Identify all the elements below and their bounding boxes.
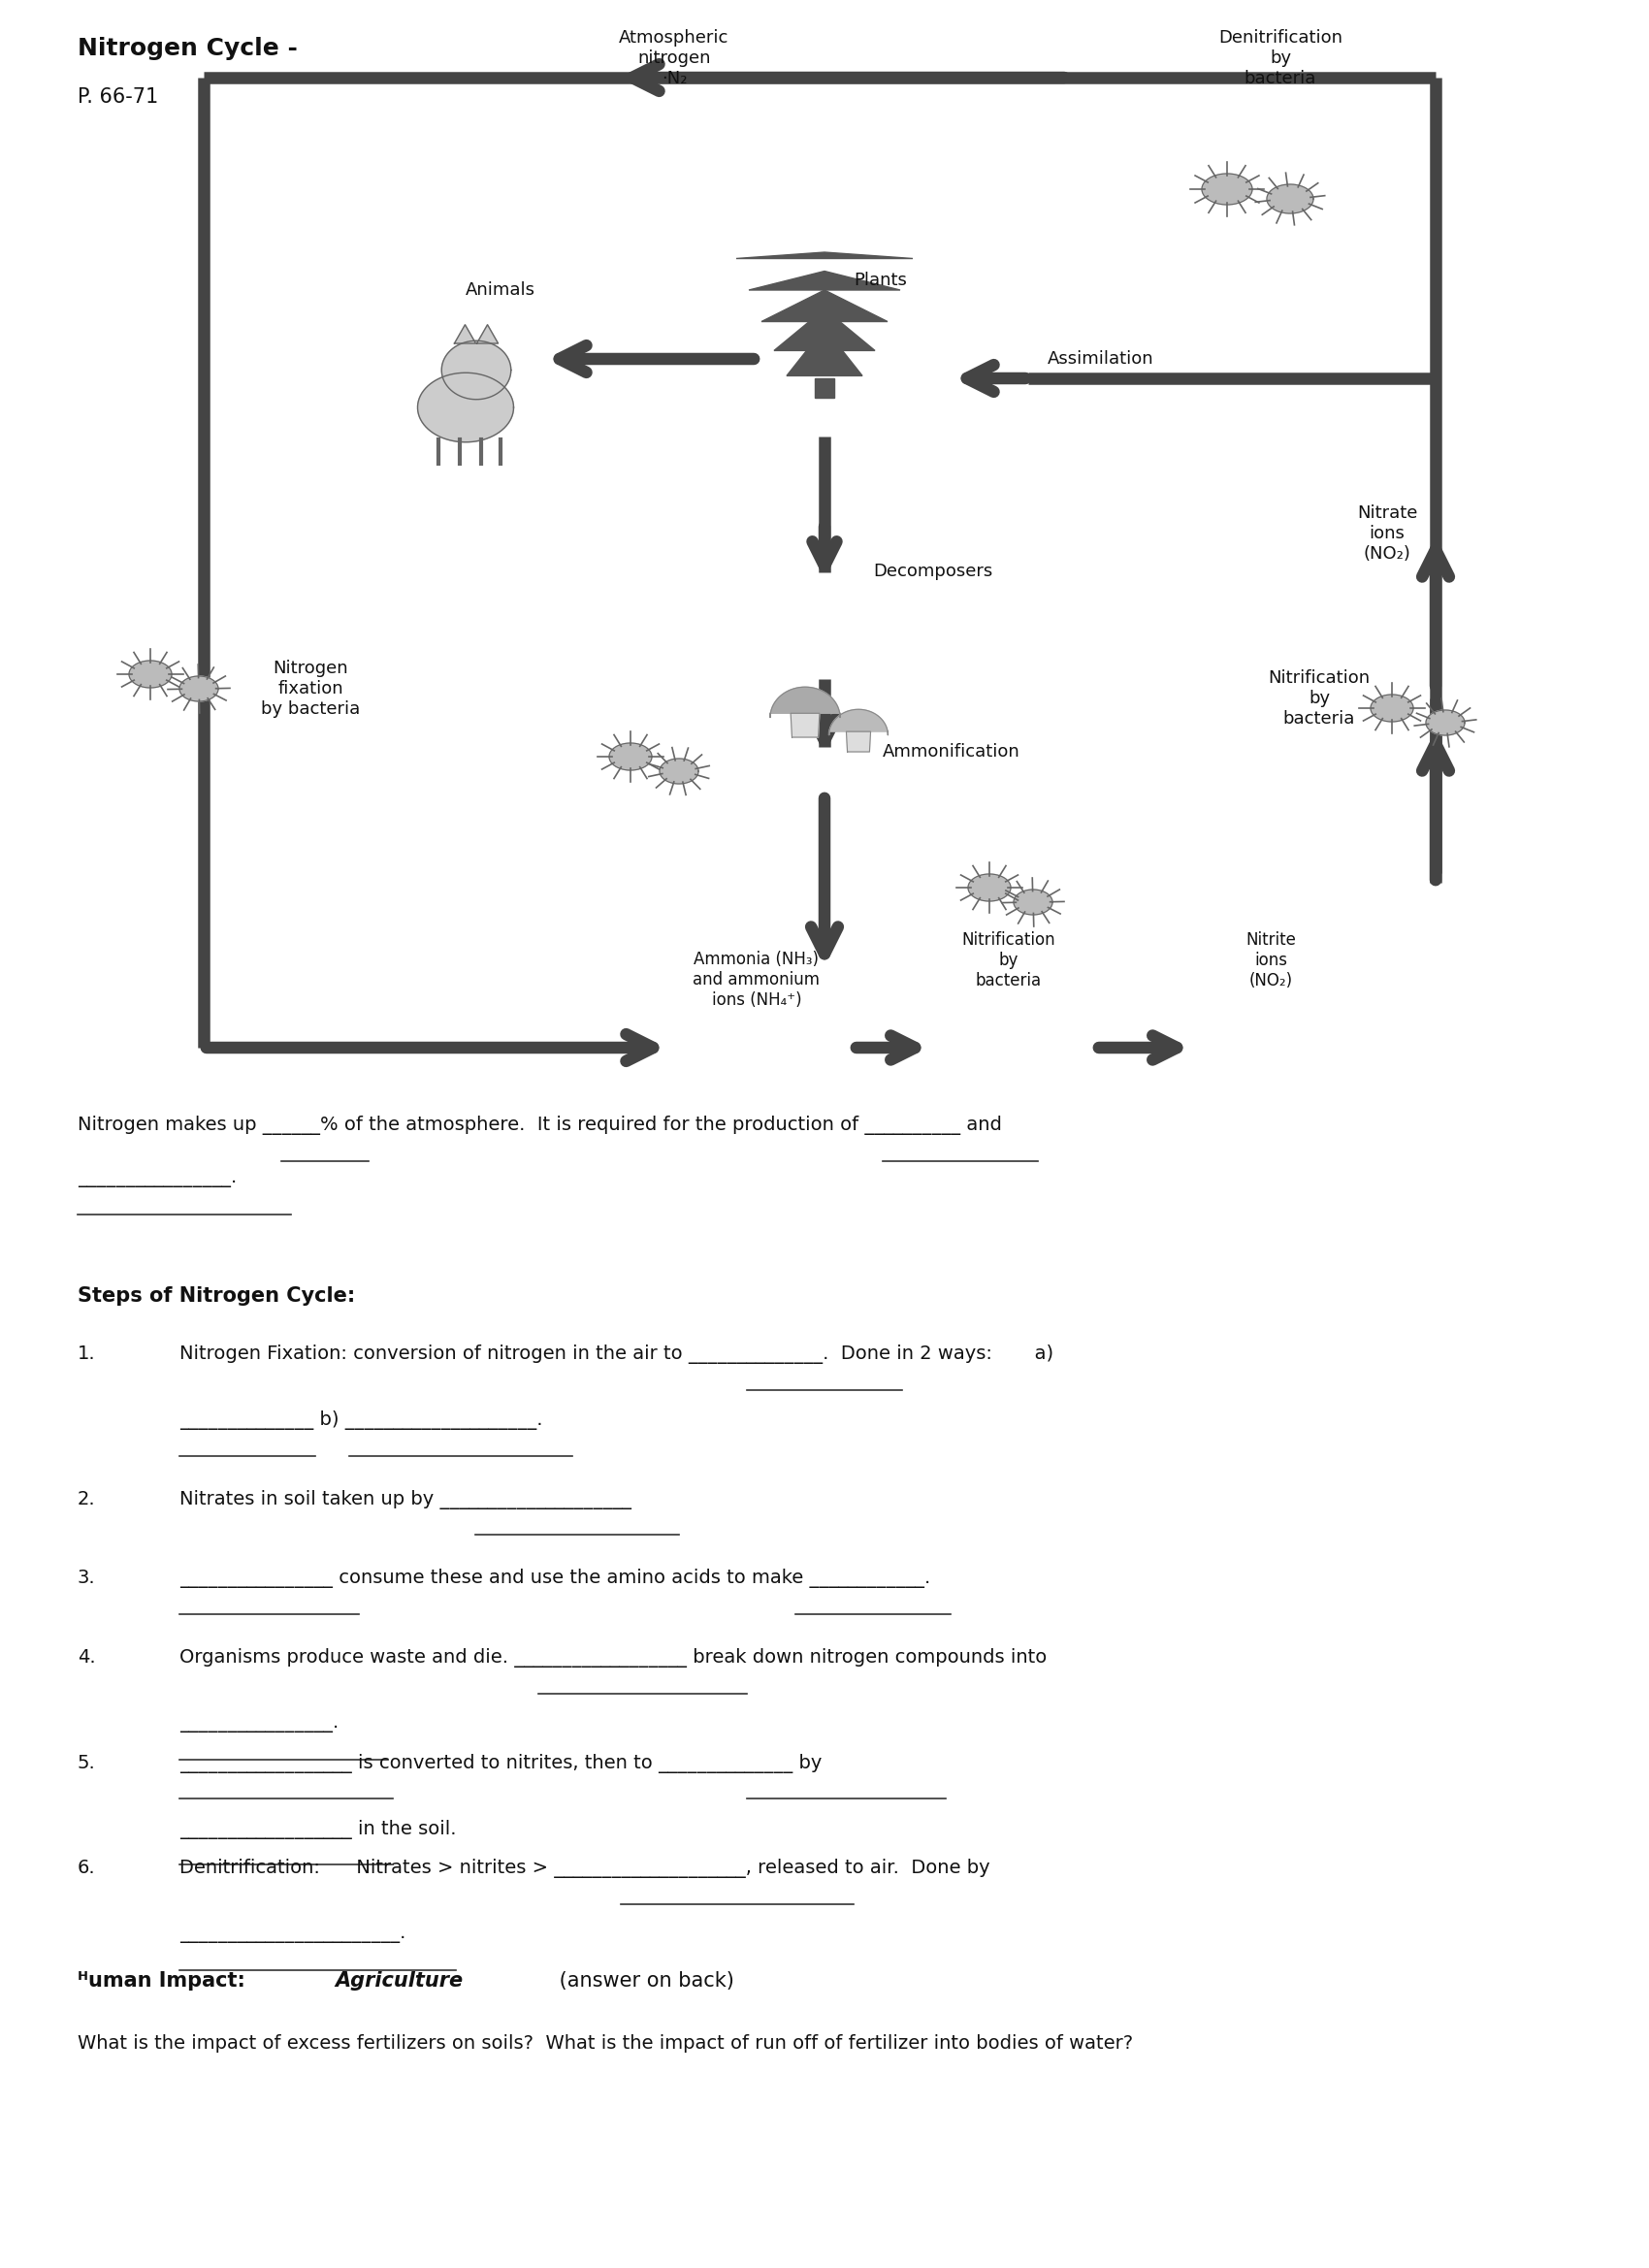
Text: Nitrification
by
bacteria: Nitrification by bacteria — [961, 932, 1055, 989]
Text: Nitrite
ions
(NO₂): Nitrite ions (NO₂) — [1245, 932, 1296, 989]
Text: Organisms produce waste and die. __________________ break down nitrogen compound: Organisms produce waste and die. _______… — [180, 1649, 1047, 1667]
Text: Atmospheric
nitrogen
·N₂: Atmospheric nitrogen ·N₂ — [618, 29, 729, 86]
Text: Nitrogen makes up ______% of the atmosphere.  It is required for the production : Nitrogen makes up ______% of the atmosph… — [78, 1116, 1003, 1134]
Text: Assimilation: Assimilation — [1047, 349, 1154, 367]
Polygon shape — [660, 758, 699, 785]
Text: (answer on back): (answer on back) — [552, 1971, 734, 1991]
Polygon shape — [968, 873, 1011, 900]
Polygon shape — [815, 379, 834, 397]
Polygon shape — [608, 744, 651, 771]
Polygon shape — [1202, 175, 1252, 204]
Polygon shape — [1266, 184, 1313, 213]
Polygon shape — [770, 687, 839, 717]
Polygon shape — [1370, 694, 1413, 721]
Text: Agriculture: Agriculture — [335, 1971, 463, 1991]
Text: Ammonia (NH₃)
and ammonium
ions (NH₄⁺): Ammonia (NH₃) and ammonium ions (NH₄⁺) — [693, 950, 820, 1009]
Text: Nitrogen Fixation: conversion of nitrogen in the air to ______________.  Done in: Nitrogen Fixation: conversion of nitroge… — [180, 1345, 1054, 1363]
Polygon shape — [787, 329, 862, 376]
Text: Nitrates in soil taken up by ____________________: Nitrates in soil taken up by ___________… — [180, 1490, 632, 1508]
Polygon shape — [180, 676, 218, 701]
Polygon shape — [829, 710, 887, 735]
Text: __________________ in the soil.: __________________ in the soil. — [180, 1819, 457, 1839]
Text: Ammonification: Ammonification — [882, 744, 1021, 760]
Text: ᴴuman Impact:: ᴴuman Impact: — [78, 1971, 252, 1991]
Text: Steps of Nitrogen Cycle:: Steps of Nitrogen Cycle: — [78, 1286, 355, 1306]
Polygon shape — [749, 272, 900, 290]
Polygon shape — [790, 712, 820, 737]
Text: Nitrification
by
bacteria: Nitrification by bacteria — [1268, 669, 1370, 728]
Text: ________________.: ________________. — [78, 1168, 237, 1188]
Text: Decomposers: Decomposers — [872, 562, 993, 581]
Polygon shape — [442, 340, 511, 399]
Text: Denitrification:      Nitrates > nitrites > ____________________, released to ai: Denitrification: Nitrates > nitrites > _… — [180, 1860, 989, 1878]
Text: Denitrification
by
bacteria: Denitrification by bacteria — [1219, 29, 1342, 86]
Text: Nitrate
ions
(NO₂): Nitrate ions (NO₂) — [1357, 503, 1418, 562]
Polygon shape — [417, 372, 513, 442]
Text: ______________ b) ____________________.: ______________ b) ____________________. — [180, 1411, 543, 1429]
Text: __________________ is converted to nitrites, then to ______________ by: __________________ is converted to nitri… — [180, 1753, 821, 1774]
Polygon shape — [455, 324, 475, 342]
Text: 1.: 1. — [78, 1345, 96, 1363]
Text: Nitrogen
fixation
by bacteria: Nitrogen fixation by bacteria — [261, 660, 359, 717]
Text: Plants: Plants — [854, 272, 907, 288]
Text: 2.: 2. — [78, 1490, 96, 1508]
Polygon shape — [477, 324, 498, 342]
Polygon shape — [846, 733, 871, 751]
Text: 3.: 3. — [78, 1569, 96, 1588]
Text: What is the impact of excess fertilizers on soils?  What is the impact of run of: What is the impact of excess fertilizers… — [78, 2034, 1133, 2053]
Text: ________________.: ________________. — [180, 1715, 338, 1733]
Text: _______________________.: _______________________. — [180, 1926, 406, 1944]
Polygon shape — [1014, 889, 1052, 914]
Text: 4.: 4. — [78, 1649, 96, 1667]
Text: Nitrogen Cycle -: Nitrogen Cycle - — [78, 36, 298, 61]
Text: P. 66-71: P. 66-71 — [78, 86, 158, 107]
Polygon shape — [773, 308, 876, 352]
Text: 6.: 6. — [78, 1860, 96, 1878]
Text: 5.: 5. — [78, 1753, 96, 1771]
Polygon shape — [129, 660, 171, 687]
Polygon shape — [1426, 710, 1464, 735]
Polygon shape — [762, 290, 887, 322]
Text: Animals: Animals — [465, 281, 536, 299]
Polygon shape — [735, 252, 914, 259]
Text: ________________ consume these and use the amino acids to make ____________.: ________________ consume these and use t… — [180, 1569, 930, 1588]
